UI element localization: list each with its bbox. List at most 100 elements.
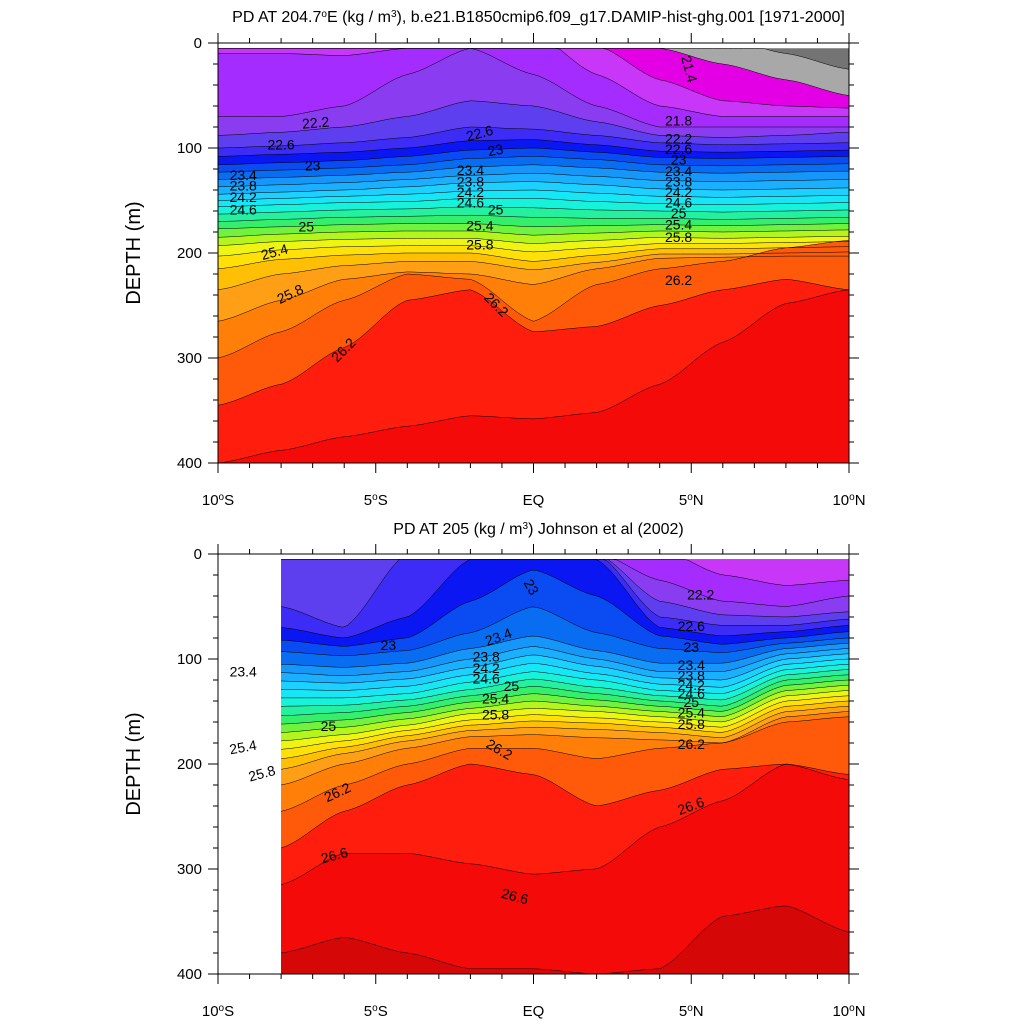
contour-label: 23.4 [230,167,257,183]
chart-title: PD AT 204.7oE (kg / m3), b.e21.B1850cmip… [232,9,845,27]
contour-label: 23.4 [230,663,257,679]
contour-line [218,223,849,230]
contour-label: 22.2 [665,130,692,146]
contour-line [281,606,849,657]
contour-line [218,206,849,215]
contour-fill [218,48,849,463]
contour-label: 24.6 [473,671,500,687]
contour-label: 23.4 [665,163,692,179]
contour-line [281,669,849,707]
contour-label: 22.6 [678,618,705,634]
contour-label: 22.2 [687,587,714,603]
contour-line [281,700,849,760]
contour-line [218,100,849,138]
contour-label: 23 [305,158,321,174]
contour-label: 22.6 [464,122,495,145]
contour-label: 21.4 [678,54,701,85]
y-tick-label: 100 [177,651,202,668]
contour-line [281,559,849,639]
contour-label: 25 [321,718,337,734]
contour-line [281,763,849,849]
contour-fill [281,559,849,974]
contour-label: 23 [684,639,700,655]
x-tick-label: 5oS [364,1003,388,1021]
contour-label: 24.6 [665,194,692,210]
contour-label: 24.2 [473,660,500,676]
contour-label: 24.6 [457,194,484,210]
contour-line [218,126,849,149]
contour-label: 23.8 [678,668,705,684]
contour-label: 25.4 [466,218,493,234]
y-tick-label: 100 [177,140,202,157]
contour-line [281,664,849,699]
contour-label: 26.6 [500,885,531,908]
contour-label: 25 [504,678,520,694]
x-tick-label: 10oS [202,1003,234,1021]
contour-label: 24.2 [678,677,705,693]
contour-line [281,695,849,750]
contour-line [281,658,849,691]
contour-label: 25.4 [228,737,258,758]
contour-line [218,229,849,238]
contour-line [218,214,849,222]
contour-label: 24.2 [230,189,257,205]
x-tick-label: 5oS [364,492,388,510]
contour-label: 21.8 [665,113,692,129]
contour-line [218,172,849,188]
contour-line [281,716,849,812]
contour-line [218,235,849,246]
y-tick-label: 300 [177,350,202,367]
x-tick-label: EQ [523,1003,545,1020]
contour-label: 25 [684,694,700,710]
contour-line [281,569,849,647]
contour-line [218,189,849,201]
contour-label: 23 [381,637,397,653]
x-tick-label: 5oN [679,1003,704,1021]
contour-label: 25.8 [247,762,278,785]
contour-line [281,646,849,677]
contour-line [218,48,849,117]
contour-label: 23.8 [665,173,692,189]
panel-bottom: PD AT 205 (kg / m3) Johnson et al (2002)… [123,521,866,1021]
x-tick-label: 10oN [832,1003,865,1021]
contour-label: 26.2 [678,736,705,752]
contour-line [281,635,849,668]
contour-line [281,905,849,974]
contour-line [218,279,849,406]
y-tick-label: 200 [177,756,202,773]
contour-line [218,139,849,157]
y-tick-label: 400 [177,966,202,983]
contour-line [218,48,849,128]
contour-band [218,289,849,463]
y-axis-label: DEPTH (m) [123,201,145,304]
contour-label: 24.2 [457,184,484,200]
contour-label: 23.8 [473,649,500,665]
contour-label: 25.4 [482,691,509,707]
contour-line [281,706,849,770]
contour-label: 26.2 [665,272,692,288]
contour-line [218,240,849,359]
contour-label: 22.6 [267,137,294,153]
contour-label: 25.4 [678,704,705,720]
contour-line [281,711,849,786]
contour-label: 23.4 [457,162,484,178]
x-tick-label: 10oS [202,492,234,510]
y-tick-label: 0 [194,35,202,52]
y-tick-label: 300 [177,861,202,878]
contour-label: 25.8 [482,706,509,722]
contour-line [218,147,849,166]
contour-label: 25 [299,219,315,235]
contour-label: 24.6 [230,202,257,218]
contour-label: 23.8 [457,173,484,189]
contour-label: 25 [671,205,687,221]
contour-line [281,653,849,684]
contour-line [281,685,849,733]
contour-label: 25.4 [665,216,692,232]
x-tick-label: 10oN [832,492,865,510]
contour-line [218,181,849,195]
y-tick-label: 400 [177,455,202,472]
contour-line [281,763,849,886]
contour-label: 22.2 [301,113,330,131]
y-tick-label: 200 [177,245,202,262]
